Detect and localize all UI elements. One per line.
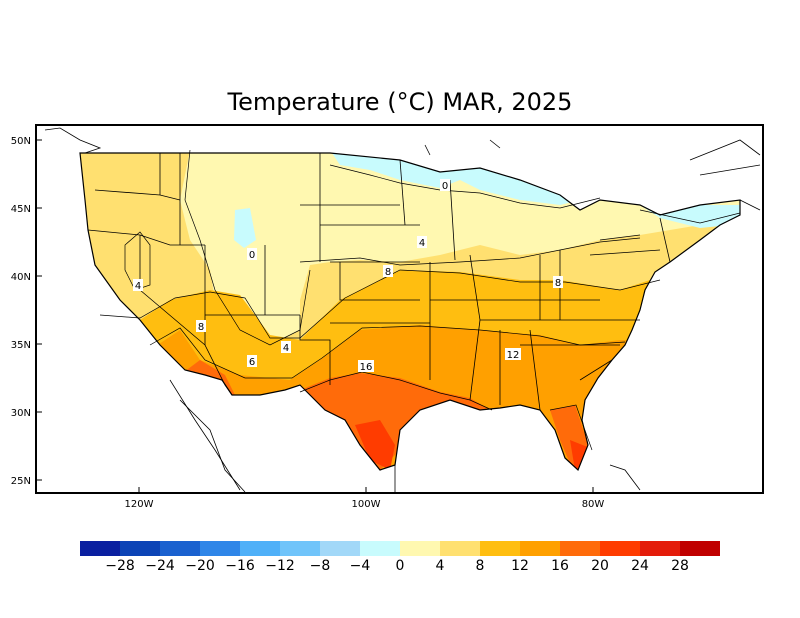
color-bar-label: 12 [511,558,529,574]
color-bar-label: 0 [396,558,405,574]
contour-label: 4 [283,343,289,354]
contour-label: 0 [249,250,255,261]
lon-tick-label: 120W [125,499,154,510]
color-bar-label: −16 [225,558,255,574]
lat-tick-label: 35N [11,340,31,351]
color-bar-swatch [280,541,320,556]
contour-label: 0 [442,181,448,192]
lon-tick-label: 100W [352,499,381,510]
color-bar-label: −24 [145,558,175,574]
color-bar-swatch [680,541,720,556]
lon-tick-label: 80W [582,499,605,510]
contour-label: 4 [419,238,425,249]
color-bar-label: −20 [185,558,215,574]
axis-ticks [36,139,594,493]
contour-label: 8 [555,278,561,289]
color-bar-swatch [560,541,600,556]
color-bar-label: 16 [551,558,569,574]
contour-label: 16 [360,362,373,373]
color-bar-swatch [400,541,440,556]
coastlines [44,127,761,493]
lat-tick-label: 50N [11,136,31,147]
color-bar-label: −28 [105,558,135,574]
color-bar [80,541,720,556]
color-bar-swatch [120,541,160,556]
color-bar-label: 24 [631,558,649,574]
color-bar-swatch [520,541,560,556]
contour-label: 12 [507,350,520,361]
color-bar-swatch [480,541,520,556]
color-bar-swatch [80,541,120,556]
color-bar-swatch [160,541,200,556]
lat-tick-label: 30N [11,408,31,419]
lat-tick-label: 40N [11,272,31,283]
color-bar-label: −4 [350,558,371,574]
color-bar-swatch [320,541,360,556]
color-bar-swatch [440,541,480,556]
color-bar-swatch [640,541,680,556]
color-bar-label: −12 [265,558,295,574]
lat-tick-label: 45N [11,204,31,215]
contour-label: 8 [385,267,391,278]
color-bar-label: 28 [671,558,689,574]
color-bar-swatch [600,541,640,556]
contour-label: 4 [135,281,141,292]
lat-tick-label: 25N [11,476,31,487]
color-bar-swatch [200,541,240,556]
map-title: Temperature (°C) MAR, 2025 [227,88,573,116]
color-bar-label: 4 [436,558,445,574]
color-bar-labels: −28 −24 −20 −16 −12 −8 −4 0 4 8 12 16 20 24 28 [105,558,689,574]
color-bar-label: 8 [476,558,485,574]
color-bar-label: −8 [310,558,331,574]
contour-label: 6 [249,357,255,368]
contour-value-labels: 0 0 4 4 4 8 8 8 6 12 16 [133,179,563,373]
color-bar-swatch [240,541,280,556]
color-bar-swatch [360,541,400,556]
color-bar-label: 20 [591,558,609,574]
contour-label: 8 [198,322,204,333]
